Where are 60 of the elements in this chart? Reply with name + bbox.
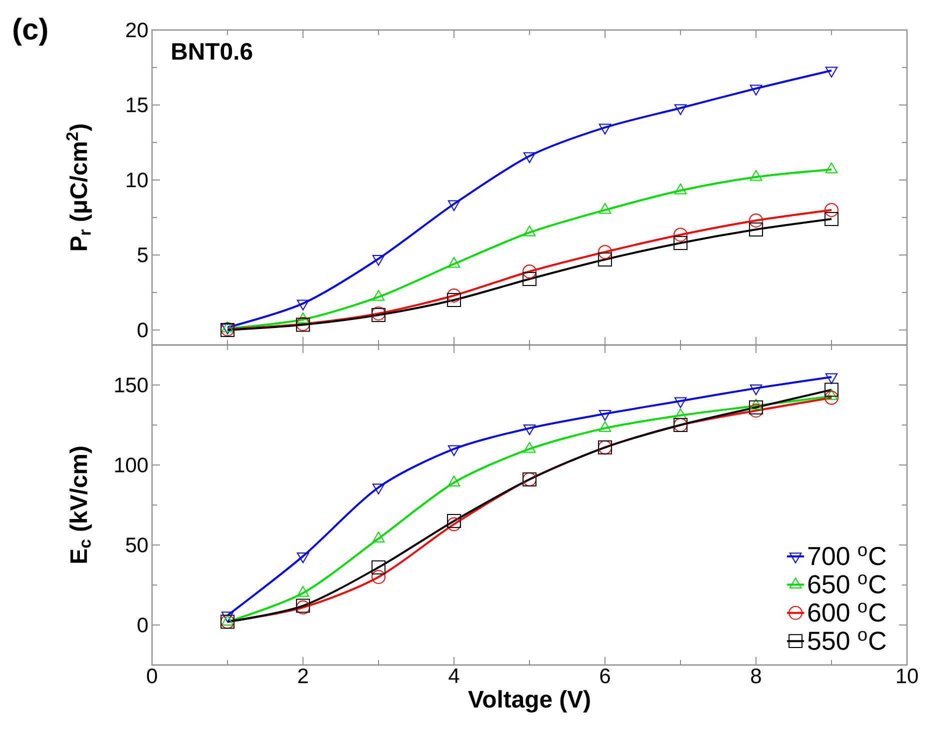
- point: [674, 397, 687, 408]
- point: [824, 382, 838, 397]
- point: [598, 245, 612, 259]
- point: [824, 203, 838, 217]
- point: [825, 373, 838, 384]
- y-axis-title: E$_{c}$ (kV/cm): [70, 446, 92, 563]
- legend-label: 700 $^{o}$C: [808, 546, 886, 566]
- y-tick-label: 0: [138, 618, 148, 632]
- point: [598, 410, 612, 421]
- point: [749, 222, 763, 236]
- legend-label: 650 $^{o}$C: [808, 574, 886, 594]
- x-tick-label: 8: [751, 668, 761, 684]
- y-tick-label: 5: [138, 248, 148, 262]
- point: [221, 614, 234, 626]
- point: [523, 152, 536, 163]
- x-tick-label: 4: [448, 668, 460, 683]
- point: [296, 312, 310, 324]
- point: [372, 560, 386, 574]
- point: [598, 252, 612, 266]
- point: [372, 290, 385, 301]
- y-tick-label: 150: [115, 378, 148, 392]
- point: [750, 384, 762, 396]
- y-tick-label: 100: [115, 458, 148, 472]
- legend-label: 600 $^{o}$C: [808, 602, 886, 622]
- point: [523, 424, 536, 436]
- point: [824, 212, 838, 226]
- point: [674, 228, 688, 242]
- y-tick-label: 15: [126, 98, 148, 112]
- y-tick-label: 0: [138, 322, 148, 338]
- point: [674, 104, 687, 115]
- y-axis-title: P$_{r}$ (μC/cm$^{2}$): [66, 124, 92, 250]
- text: (c): [14, 18, 48, 46]
- y-tick-label: 10: [126, 172, 148, 188]
- point: [448, 200, 460, 211]
- x-tick-label: 2: [298, 668, 308, 684]
- point: [372, 484, 385, 494]
- point: [522, 272, 536, 286]
- point: [372, 532, 385, 542]
- point: [296, 586, 310, 597]
- point: [522, 264, 536, 278]
- point: [749, 214, 763, 228]
- point: [372, 254, 385, 266]
- y-tick-label: 20: [126, 22, 148, 38]
- point: [447, 514, 461, 528]
- point: [372, 570, 386, 584]
- point: [749, 400, 763, 414]
- point: [749, 404, 763, 418]
- x-axis-title: Voltage (V): [468, 690, 590, 713]
- point: [674, 236, 688, 250]
- legend-label: 550 $^{o}$C: [808, 630, 886, 650]
- point: [598, 124, 612, 134]
- annotation: BNT0.6: [172, 42, 252, 60]
- point: [447, 293, 461, 307]
- point: [750, 84, 762, 96]
- point: [824, 390, 838, 405]
- x-tick-label: 6: [600, 668, 610, 684]
- point: [448, 445, 460, 456]
- y-tick-label: 50: [126, 538, 148, 552]
- point: [825, 66, 838, 78]
- x-tick-label: 10: [896, 668, 918, 684]
